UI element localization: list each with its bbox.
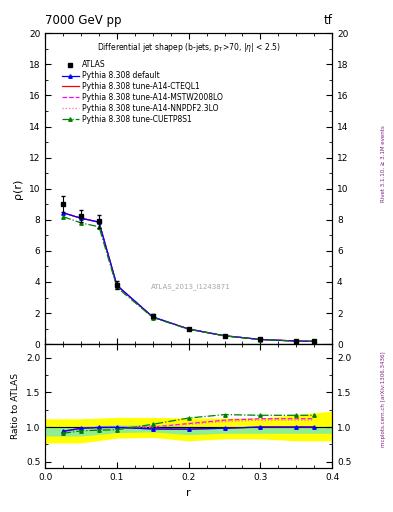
Text: Rivet 3.1.10, ≥ 3.1M events: Rivet 3.1.10, ≥ 3.1M events — [381, 125, 386, 202]
Y-axis label: ρ(r): ρ(r) — [13, 179, 23, 199]
Legend: ATLAS, Pythia 8.308 default, Pythia 8.308 tune-A14-CTEQL1, Pythia 8.308 tune-A14: ATLAS, Pythia 8.308 default, Pythia 8.30… — [61, 59, 224, 125]
Text: 7000 GeV pp: 7000 GeV pp — [45, 14, 122, 27]
Text: Differential jet shapep (b-jets, p$_{\rm T}$>70, |$\eta$| < 2.5): Differential jet shapep (b-jets, p$_{\rm… — [97, 41, 281, 54]
Text: ATLAS_2013_I1243871: ATLAS_2013_I1243871 — [151, 283, 231, 290]
X-axis label: r: r — [186, 488, 191, 498]
Y-axis label: Ratio to ATLAS: Ratio to ATLAS — [11, 373, 20, 439]
Text: tf: tf — [323, 14, 332, 27]
Text: mcplots.cern.ch [arXiv:1306.3436]: mcplots.cern.ch [arXiv:1306.3436] — [381, 352, 386, 447]
